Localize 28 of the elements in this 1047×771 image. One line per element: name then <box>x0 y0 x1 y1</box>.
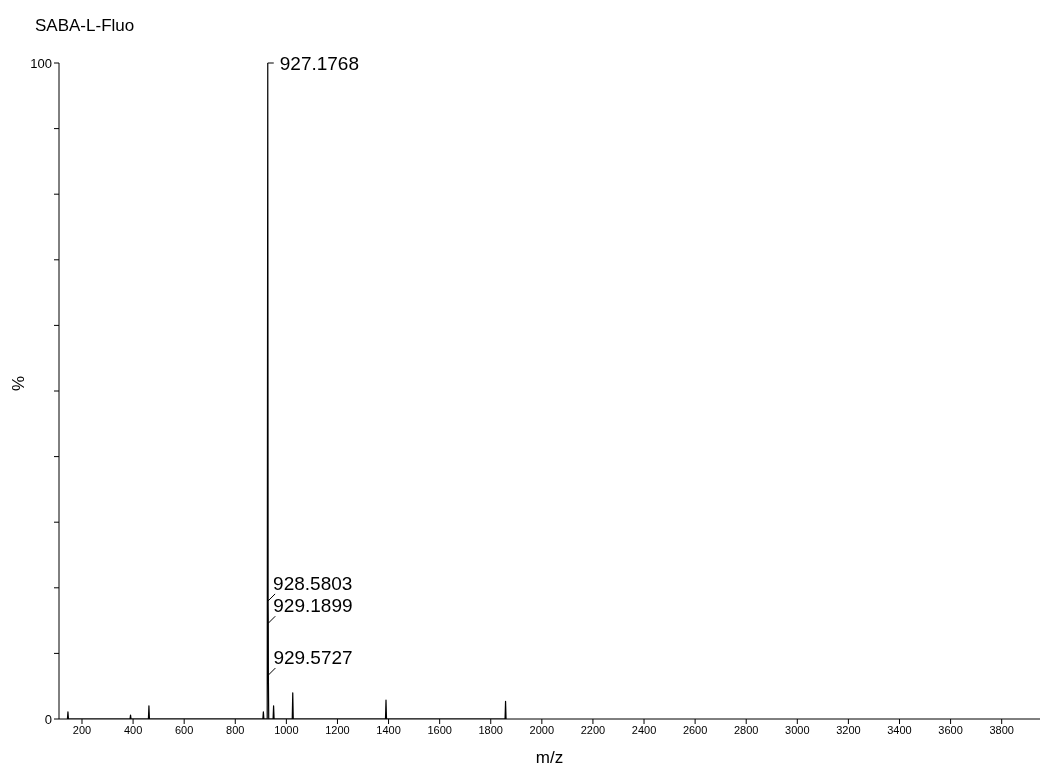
x-tick-label: 2000 <box>529 723 555 736</box>
x-tick-label: 1600 <box>427 723 452 736</box>
x-tick-label: 2600 <box>682 723 708 736</box>
x-tick-label: 3000 <box>785 723 810 736</box>
x-tick-label: 2400 <box>631 723 657 736</box>
x-tick-label: 1200 <box>325 723 350 736</box>
x-tick-label: 2800 <box>733 723 759 736</box>
y-tick-label: 0 <box>44 711 52 727</box>
y-tick-label: 100 <box>30 55 52 71</box>
x-axis-title: m/z <box>535 748 564 767</box>
x-tick-label: 600 <box>175 723 194 736</box>
x-tick-label: 400 <box>123 723 143 736</box>
chart-title: SABA-L-Fluo <box>35 16 135 36</box>
x-tick-label: 200 <box>72 723 92 736</box>
x-tick-label: 3200 <box>836 723 861 736</box>
x-tick-label: 3600 <box>938 723 963 736</box>
annotation: 929.5727 <box>273 647 353 669</box>
x-tick-label: 1400 <box>376 723 401 736</box>
y-axis-title: % <box>9 375 29 391</box>
x-tick-label: 800 <box>226 723 245 736</box>
x-tick-label: 3400 <box>887 723 912 736</box>
x-tick-label: 1000 <box>274 723 299 736</box>
annotation: 927.1768 <box>279 53 360 74</box>
annotation: 928.5803 <box>273 572 353 594</box>
x-tick-label: 2200 <box>580 723 606 736</box>
annotation: 929.1899 <box>273 595 353 617</box>
x-tick-label: 3800 <box>989 723 1014 736</box>
x-tick-label: 1800 <box>478 723 503 736</box>
